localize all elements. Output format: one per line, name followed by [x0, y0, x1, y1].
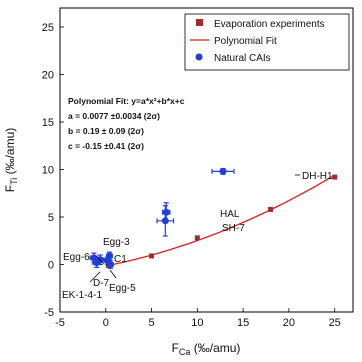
evaporation-points — [106, 174, 338, 268]
y-axis-title-main: F — [3, 185, 17, 192]
y-axis-title-sub: Ti — [9, 178, 19, 185]
legend-label-evaporation: Evaporation experiments — [214, 19, 325, 30]
fit-coefficient-b: b = 0.19 ± 0.09 (2σ) — [68, 126, 144, 136]
fit-coefficient-c: c = -0.15 ±0.41 (2σ) — [68, 141, 144, 151]
x-tick-label: 5 — [149, 317, 155, 329]
evaporation-point — [194, 235, 200, 241]
x-tick-label: -5 — [55, 317, 65, 329]
evaporation-point — [149, 253, 155, 259]
leader-line-egg-6 — [97, 257, 105, 265]
y-axis-title: FTi (‰/amu) — [3, 128, 19, 193]
y-tick-label: 20 — [42, 70, 54, 82]
y-tick-label: 0 — [48, 260, 54, 272]
leader-line-ek-1-4-1 — [89, 271, 101, 283]
y-tick-label: 25 — [42, 22, 54, 34]
label-ek-1-4-1: EK-1-4-1 — [62, 290, 102, 301]
label-egg-3: Egg-3 — [103, 237, 130, 248]
natural-cai-points — [89, 167, 235, 269]
legend-marker-natural-cais — [195, 53, 203, 61]
plot-frame — [59, 7, 354, 313]
x-axis-title-sub: Ca — [179, 347, 191, 357]
label-d-7: D-7 — [93, 278, 110, 289]
label-sh-7: SH-7 — [222, 223, 245, 234]
cai-point-sh-7 — [161, 217, 169, 225]
label-egg-5: Egg-5 — [109, 283, 136, 294]
legend-label-polyfit: Polynomial Fit — [214, 36, 277, 47]
x-tick-label: 10 — [191, 317, 203, 329]
evaporation-point — [332, 174, 338, 180]
x-tick-label: 15 — [237, 317, 249, 329]
x-axis-title: FCa (‰/amu) — [172, 341, 241, 357]
cai-point-dh-h1 — [219, 167, 227, 175]
legend-label-natural-cais: Natural CAIs — [214, 53, 271, 64]
fit-coefficient-a: a = 0.0077 ±0.0034 (2σ) — [68, 111, 160, 121]
fit-equation: Polynomial Fit: y=a*x²+b*x+c — [68, 96, 185, 106]
x-tick-label: 0 — [103, 317, 109, 329]
y-tick-label: 5 — [48, 212, 54, 224]
label-egg-6: Egg-6 — [63, 252, 90, 263]
y-axis-ticks: -5 0 5 10 15 20 25 — [42, 22, 64, 319]
polynomial-fit-line — [105, 174, 336, 267]
x-tick-label: 20 — [283, 317, 295, 329]
x-axis-title-main: F — [172, 341, 179, 355]
label-leader-lines — [89, 174, 300, 283]
legend-box — [184, 13, 350, 71]
y-axis-title-unit: (‰/amu) — [3, 128, 17, 178]
label-dh-h1: DH-H1 — [302, 171, 333, 182]
cai-point-ek-1-4-1 — [93, 259, 101, 267]
cai-point-hal — [162, 208, 170, 216]
y-tick-label: 15 — [42, 117, 54, 129]
cai-point-egg-5 — [106, 261, 114, 268]
y-tick-label: 10 — [42, 165, 54, 177]
y-tick-label: -5 — [44, 307, 54, 319]
legend-marker-evaporation — [196, 19, 203, 26]
x-axis-title-unit: (‰/amu) — [190, 341, 240, 355]
label-c1: C1 — [114, 254, 127, 265]
fit-annotation: Polynomial Fit: y=a*x²+b*x+c a = 0.0077 … — [68, 96, 185, 151]
legend: Evaporation experiments Polynomial Fit N… — [184, 13, 350, 71]
evaporation-point — [268, 206, 274, 212]
x-axis-ticks: -5 0 5 10 15 20 25 — [55, 308, 341, 329]
leader-line-egg-5 — [109, 269, 117, 279]
label-hal: HAL — [220, 209, 240, 220]
x-tick-label: 25 — [329, 317, 341, 329]
